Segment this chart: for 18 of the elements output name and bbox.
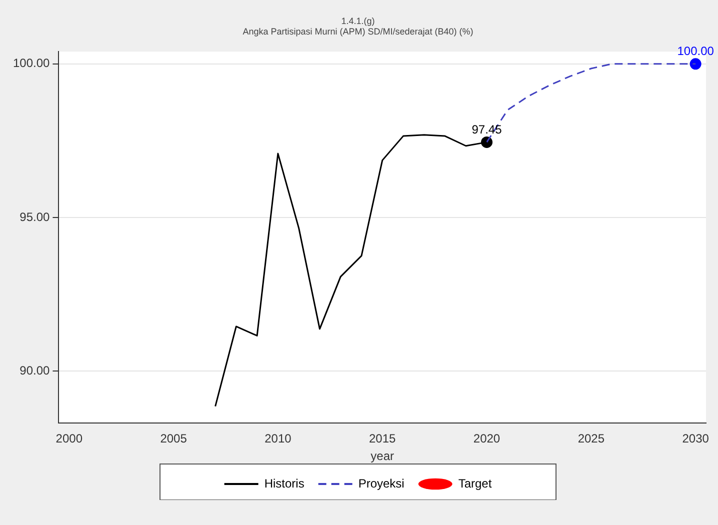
x-tick-label: 2015 [369,432,396,446]
chart-subtitle: Angka Partisipasi Murni (APM) SD/MI/sederajat (B40) (%) [242,26,474,37]
data-label: 97.45 [472,122,502,137]
legend-label: Target [458,476,492,490]
legend-label: Proyeksi [358,476,404,490]
x-tick-label: 2025 [578,432,605,446]
x-tick-label: 2010 [264,432,292,446]
x-tick-label: 2020 [473,432,500,446]
y-tick-label: 100.00 [13,56,50,70]
x-axis-title: year [370,449,394,464]
x-tick-label: 2000 [56,432,83,446]
y-tick-label: 90.00 [20,363,50,378]
x-tick-label: 2005 [160,432,188,446]
data-label: 100.00 [677,44,714,58]
chart-title: 1.4.1.(g) [341,16,375,26]
y-tick-label: 95.00 [20,210,50,224]
legend-label: Historis [264,476,304,490]
x-tick-label: 2030 [682,432,710,446]
